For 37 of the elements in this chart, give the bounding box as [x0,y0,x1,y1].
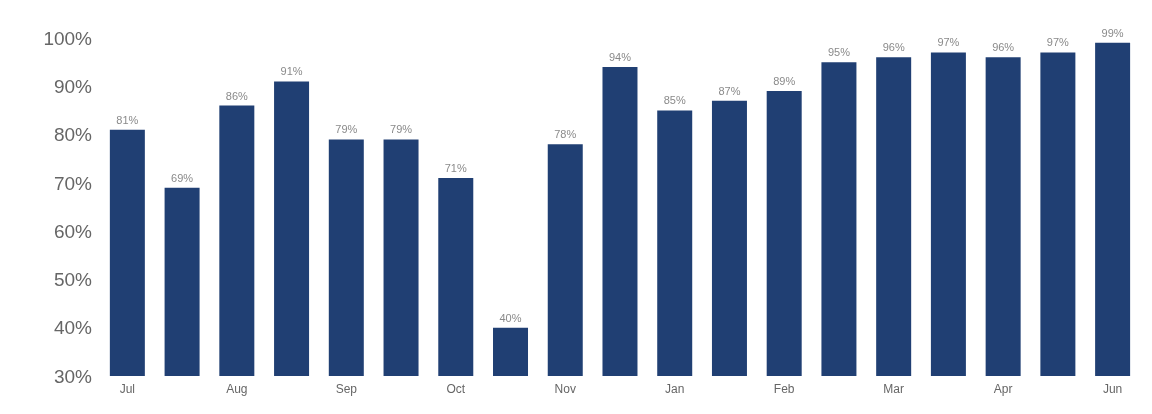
data-label: 78% [554,128,577,141]
x-tick-label: Sep [335,381,358,396]
y-tick-label: 60% [53,220,93,242]
data-label: 69% [171,171,194,184]
data-label: 85% [663,94,686,107]
data-label: 95% [827,46,851,59]
y-tick-label: 100% [43,27,93,49]
data-label: 79% [335,123,358,136]
x-tick-label: Nov [554,381,576,396]
data-label: 40% [499,311,522,324]
y-tick-label: 50% [53,269,93,291]
x-tick-label: Aug [226,381,248,396]
x-tick-label: Jan [665,381,685,396]
data-label: 81% [116,113,139,126]
y-tick-label: 40% [53,317,93,339]
data-label: 94% [608,50,632,63]
data-label: 71% [444,162,467,175]
data-label: 96% [882,41,905,54]
x-tick-label: Oct [446,381,466,396]
y-tick-label: 70% [53,172,93,194]
x-tick-label: Jun [1102,381,1123,396]
data-label: 89% [773,75,796,88]
data-label: 97% [1046,36,1070,49]
y-tick-label: 80% [53,124,93,146]
data-label: 87% [718,84,741,97]
data-label: 96% [992,41,1015,54]
data-label: 99% [1101,26,1124,39]
x-tick-label: Apr [993,381,1013,396]
x-tick-label: Jul [119,381,136,396]
data-label: 79% [390,123,413,136]
data-label: 91% [280,65,303,78]
data-label: 97% [937,36,960,49]
y-tick-label: 90% [53,76,93,98]
x-tick-label: Feb [773,381,795,396]
x-tick-label: Mar [883,381,905,396]
y-tick-label: 30% [53,365,93,387]
data-label: 86% [225,89,249,102]
